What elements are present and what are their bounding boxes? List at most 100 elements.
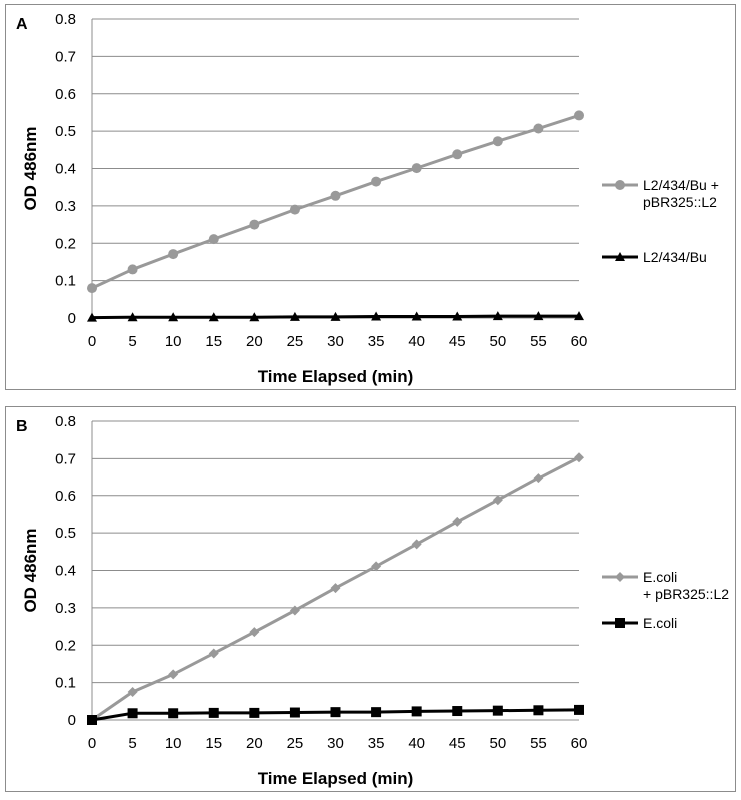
data-point-series-0 — [533, 123, 544, 134]
data-point-series-0 — [168, 669, 179, 680]
x-tick-label: 0 — [88, 735, 96, 752]
y-tick-label: 0.6 — [55, 488, 76, 505]
data-point-series-1 — [208, 707, 219, 718]
legend-label-0: + pBR325::L2 — [643, 586, 729, 602]
data-point-series-1 — [208, 312, 219, 322]
x-axis-title: Time Elapsed (min) — [258, 367, 414, 386]
x-tick-label: 15 — [205, 735, 222, 752]
data-point-series-0 — [492, 495, 503, 506]
legend-label-1: E.coli — [643, 615, 677, 631]
data-point-series-1 — [289, 311, 300, 321]
panel-letter: B — [16, 418, 28, 435]
x-tick-label: 25 — [287, 333, 304, 350]
data-point-series-1 — [533, 705, 544, 716]
y-tick-label: 0.1 — [55, 675, 76, 692]
data-point-series-0 — [574, 452, 584, 463]
x-tick-label: 35 — [368, 333, 385, 350]
legend-marker-0 — [615, 572, 625, 582]
x-tick-label: 50 — [489, 333, 506, 350]
x-tick-label: 5 — [128, 333, 136, 350]
x-tick-label: 25 — [287, 735, 304, 752]
y-tick-label: 0.2 — [55, 235, 76, 252]
x-tick-label: 30 — [327, 333, 344, 350]
data-point-series-0 — [289, 605, 300, 616]
legend-marker-1 — [615, 252, 625, 261]
data-point-series-1 — [411, 311, 422, 321]
data-point-series-0 — [208, 234, 219, 245]
data-point-series-1 — [168, 312, 179, 322]
x-tick-label: 45 — [449, 333, 466, 350]
data-point-series-0 — [127, 264, 138, 275]
data-point-series-0 — [452, 516, 463, 527]
chart-b: B 0 0.1 0.2 0.3 0.4 0.5 0.6 0.7 0.8 0 5 10 15 20 25 30 35… — [16, 413, 729, 788]
y-axis-title: OD 486nm — [21, 126, 40, 210]
data-point-series-1 — [411, 706, 422, 717]
x-axis-title: Time Elapsed (min) — [258, 769, 414, 788]
x-tick-label: 55 — [530, 735, 547, 752]
data-point-series-1 — [371, 311, 382, 321]
y-tick-label: 0 — [68, 712, 76, 729]
x-tick-label: 10 — [165, 333, 182, 350]
data-point-series-1 — [330, 311, 341, 321]
data-point-series-1 — [127, 312, 138, 322]
data-point-series-1 — [249, 707, 260, 718]
panel-letter: A — [16, 16, 28, 33]
data-point-series-1 — [371, 707, 382, 718]
y-tick-label: 0.3 — [55, 600, 76, 617]
data-point-series-0 — [87, 283, 97, 294]
legend-label-0: E.coli — [643, 569, 677, 585]
legend-label-0: pBR325::L2 — [643, 194, 717, 210]
panel-b: B 0 0.1 0.2 0.3 0.4 0.5 0.6 0.7 0.8 0 5 10 15 20 25 30 35… — [5, 406, 736, 792]
chart-a: A 0 0.1 0.2 0.3 0.4 0.5 0.6 0.7 0.8 0 5 10 15 20 25 30 35… — [16, 11, 719, 386]
x-tick-label: 10 — [165, 735, 182, 752]
y-tick-label: 0.8 — [55, 413, 76, 430]
x-tick-label: 15 — [205, 333, 222, 350]
series-line-0 — [91, 113, 580, 290]
y-tick-label: 0.5 — [55, 123, 76, 140]
data-point-series-1 — [452, 706, 463, 717]
x-tick-label: 20 — [246, 735, 263, 752]
data-point-series-1 — [168, 708, 179, 719]
legend-marker-0 — [615, 180, 625, 190]
data-point-series-0 — [168, 249, 179, 260]
data-point-series-1 — [452, 311, 463, 321]
data-point-series-0 — [411, 539, 422, 550]
x-tick-label: 60 — [571, 735, 588, 752]
y-axis-title: OD 486nm — [21, 528, 40, 612]
legend-label-1: L2/434/Bu — [643, 249, 707, 265]
x-tick-label: 5 — [128, 735, 136, 752]
data-point-series-0 — [249, 219, 260, 230]
y-tick-label: 0 — [68, 310, 76, 327]
data-point-series-0 — [208, 648, 219, 659]
y-tick-label: 0.4 — [55, 563, 76, 580]
x-tick-label: 20 — [246, 333, 263, 350]
data-point-series-1 — [492, 705, 503, 716]
x-tick-label: 35 — [368, 735, 385, 752]
data-point-series-0 — [574, 110, 584, 121]
legend-marker-1 — [615, 618, 625, 628]
x-tick-label: 45 — [449, 735, 466, 752]
y-tick-label: 0.3 — [55, 198, 76, 215]
x-tick-label: 40 — [408, 333, 425, 350]
data-point-series-0 — [533, 473, 544, 484]
data-point-series-0 — [289, 204, 300, 215]
data-point-series-0 — [452, 149, 463, 160]
data-point-series-0 — [249, 627, 260, 638]
x-tick-label: 40 — [408, 735, 425, 752]
y-tick-label: 0.4 — [55, 161, 76, 178]
y-tick-label: 0.7 — [55, 48, 76, 65]
data-point-series-1 — [574, 311, 584, 321]
x-tick-label: 55 — [530, 333, 547, 350]
data-point-series-1 — [127, 708, 138, 719]
legend-label-0: L2/434/Bu + — [643, 177, 719, 193]
data-point-series-1 — [249, 312, 260, 322]
x-tick-label: 30 — [327, 735, 344, 752]
y-tick-label: 0.2 — [55, 637, 76, 654]
data-point-series-0 — [371, 561, 382, 572]
panel-a: A 0 0.1 0.2 0.3 0.4 0.5 0.6 0.7 0.8 0 5 10 15 20 25 30 35… — [5, 4, 736, 390]
y-tick-label: 0.8 — [55, 11, 76, 28]
x-tick-label: 0 — [88, 333, 96, 350]
data-point-series-1 — [533, 311, 544, 321]
x-tick-label: 50 — [489, 735, 506, 752]
data-point-series-1 — [492, 311, 503, 321]
